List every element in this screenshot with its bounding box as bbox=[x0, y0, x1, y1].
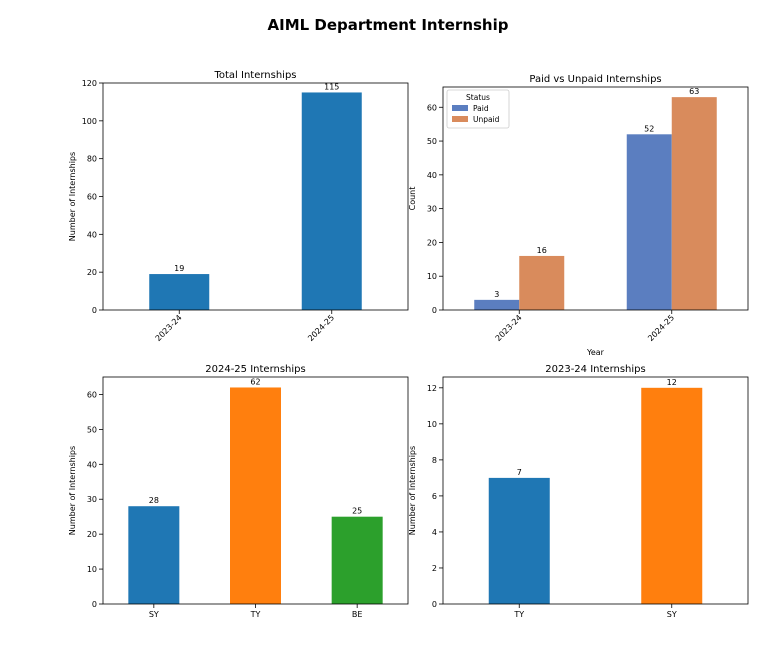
bar bbox=[671, 97, 717, 311]
x-tick-label: SY bbox=[667, 610, 677, 619]
plot-frame bbox=[442, 86, 749, 311]
y-tick-label: 80 bbox=[87, 155, 97, 164]
y-tick-label: 6 bbox=[432, 492, 437, 501]
chart-2: Paid vs Unpaid Internships 3 52 16 63 0 10 20 30… bbox=[408, 74, 749, 357]
y-tick-label: 8 bbox=[432, 456, 437, 465]
y-tick-label: 60 bbox=[427, 103, 437, 112]
plot-frame bbox=[442, 376, 749, 605]
x-axis-label: Year bbox=[586, 348, 605, 357]
legend-swatch bbox=[452, 105, 468, 111]
y-tick-label: 120 bbox=[82, 79, 97, 88]
bar bbox=[128, 506, 180, 604]
data-label: 62 bbox=[250, 377, 260, 386]
chart-4: 2023-24 Internships 7 12 0 2 4 6 8 10 12 TY SY Numbe… bbox=[408, 364, 749, 619]
bar bbox=[519, 255, 565, 310]
x-tick-label: 2023-24 bbox=[154, 313, 184, 343]
data-label: 25 bbox=[352, 507, 362, 516]
bar bbox=[641, 387, 703, 604]
legend-label: Paid bbox=[473, 104, 489, 113]
data-label: 52 bbox=[644, 124, 654, 133]
y-tick-label: 10 bbox=[427, 272, 437, 281]
legend-swatch bbox=[452, 116, 468, 122]
x-tick-label: TY bbox=[513, 610, 524, 619]
x-tick-label: 2024-25 bbox=[646, 313, 676, 343]
chart-1: Total Internships 19 115 0 20 40 60 80 100 120 202… bbox=[68, 70, 409, 343]
chart-title: 2023-24 Internships bbox=[545, 364, 645, 375]
y-tick-label: 10 bbox=[87, 565, 97, 574]
data-label: 28 bbox=[149, 496, 159, 505]
y-tick-label: 50 bbox=[87, 425, 97, 434]
bar bbox=[301, 92, 362, 310]
bar bbox=[149, 274, 210, 310]
chart-title: Total Internships bbox=[213, 70, 296, 81]
bar bbox=[488, 477, 550, 604]
x-tick-label: SY bbox=[149, 610, 159, 619]
legend-title: Status bbox=[466, 93, 490, 102]
chart-title: Paid vs Unpaid Internships bbox=[529, 74, 661, 85]
data-label: 12 bbox=[667, 378, 677, 387]
y-tick-label: 0 bbox=[432, 600, 437, 609]
y-tick-label: 30 bbox=[427, 205, 437, 214]
legend: Status Paid Unpaid bbox=[446, 89, 510, 129]
y-tick-label: 20 bbox=[87, 530, 97, 539]
y-tick-label: 30 bbox=[87, 495, 97, 504]
x-tick-label: 2023-24 bbox=[494, 313, 524, 343]
y-axis-label: Number of Internships bbox=[68, 446, 77, 535]
data-label: 63 bbox=[689, 87, 699, 96]
data-label: 115 bbox=[324, 82, 339, 91]
data-label: 3 bbox=[494, 290, 499, 299]
legend-label: Unpaid bbox=[473, 115, 500, 124]
bar bbox=[474, 299, 520, 310]
data-label: 16 bbox=[537, 246, 547, 255]
data-label: 19 bbox=[174, 264, 184, 273]
x-tick-label: 2024-25 bbox=[306, 313, 336, 343]
y-tick-label: 0 bbox=[92, 306, 97, 315]
y-tick-label: 4 bbox=[432, 528, 437, 537]
y-tick-label: 40 bbox=[87, 460, 97, 469]
y-tick-label: 0 bbox=[92, 600, 97, 609]
figure-title: AIML Department Internship bbox=[267, 16, 509, 34]
chart-3: 2024-25 Internships 28 62 25 0 10 20 30 40 50 60 SY… bbox=[68, 364, 409, 619]
y-tick-label: 100 bbox=[82, 117, 97, 126]
y-tick-label: 10 bbox=[427, 420, 437, 429]
bar bbox=[626, 134, 672, 310]
y-axis-label: Number of Internships bbox=[68, 152, 77, 241]
y-tick-label: 40 bbox=[87, 230, 97, 239]
y-tick-label: 60 bbox=[87, 193, 97, 202]
chart-title: 2024-25 Internships bbox=[205, 364, 305, 375]
x-tick-label: TY bbox=[250, 610, 261, 619]
bar bbox=[331, 516, 383, 604]
y-tick-label: 60 bbox=[87, 390, 97, 399]
y-axis-label: Count bbox=[408, 187, 417, 211]
y-tick-label: 20 bbox=[87, 268, 97, 277]
y-tick-label: 20 bbox=[427, 238, 437, 247]
y-tick-label: 2 bbox=[432, 564, 437, 573]
bar bbox=[230, 387, 281, 604]
y-tick-label: 40 bbox=[427, 171, 437, 180]
y-tick-label: 12 bbox=[427, 384, 437, 393]
data-label: 7 bbox=[517, 468, 522, 477]
plot-frame bbox=[102, 82, 409, 311]
y-tick-label: 50 bbox=[427, 137, 437, 146]
y-axis-label: Number of Internships bbox=[408, 446, 417, 535]
x-tick-label: BE bbox=[352, 610, 363, 619]
y-tick-label: 0 bbox=[432, 306, 437, 315]
